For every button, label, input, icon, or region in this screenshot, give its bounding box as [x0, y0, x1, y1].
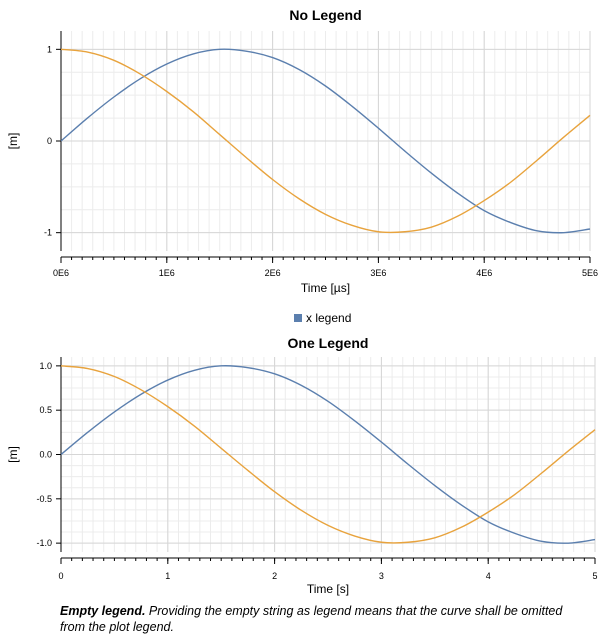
figure-caption: Empty legend. Providing the empty string… [60, 603, 590, 635]
series-line-1 [60, 365, 596, 544]
legend-label: x legend [306, 311, 351, 325]
y-tick-label: 0.0 [39, 450, 52, 460]
x-tick-label: 0 [58, 571, 63, 581]
y-tick-label: 1.0 [39, 361, 52, 371]
x-tick-label: 3 [379, 571, 384, 581]
x-tick-label: 1E6 [159, 268, 175, 278]
chart-title: No Legend [289, 7, 361, 23]
y-tick-label: -1.0 [36, 538, 52, 548]
y-tick-label: 0.5 [39, 405, 52, 415]
x-tick-label: 2 [272, 571, 277, 581]
y-axis-label: [m] [6, 446, 20, 463]
x-tick-label: 2E6 [265, 268, 281, 278]
y-tick-label: 1 [47, 44, 52, 54]
chart-1: 0E6 1E6 2E6 3E6 4E6 5E6 1 0 -1 No Legend Time [µs]… [6, 7, 598, 295]
series-line-1 [60, 48, 591, 234]
y-tick-label: -1 [44, 228, 52, 238]
x-tick-label: 5E6 [582, 268, 598, 278]
x-tick-label: 3E6 [370, 268, 386, 278]
x-tick-label: 5 [592, 571, 597, 581]
x-tick-label: 1 [165, 571, 170, 581]
y-tick-label: -0.5 [36, 494, 52, 504]
y-tick-label: 0 [47, 136, 52, 146]
legend-swatch [294, 314, 302, 322]
series-line-2 [60, 48, 591, 234]
y-axis-label: [m] [6, 133, 20, 150]
chart-2: 0 1 2 3 4 5 1.0 0.5 0.0 -0.5 -1.0 One Legend Time [s… [6, 311, 598, 596]
caption-text: Providing the empty string as legend mea… [60, 604, 563, 634]
x-axis-label: Time [µs] [301, 281, 350, 295]
x-tick-label: 4 [486, 571, 491, 581]
chart-title: One Legend [288, 335, 369, 351]
caption-bold: Empty legend. [60, 604, 146, 618]
x-tick-label: 0E6 [53, 268, 69, 278]
series-line-2 [60, 365, 596, 544]
x-axis-label: Time [s] [307, 582, 349, 596]
x-tick-label: 4E6 [476, 268, 492, 278]
